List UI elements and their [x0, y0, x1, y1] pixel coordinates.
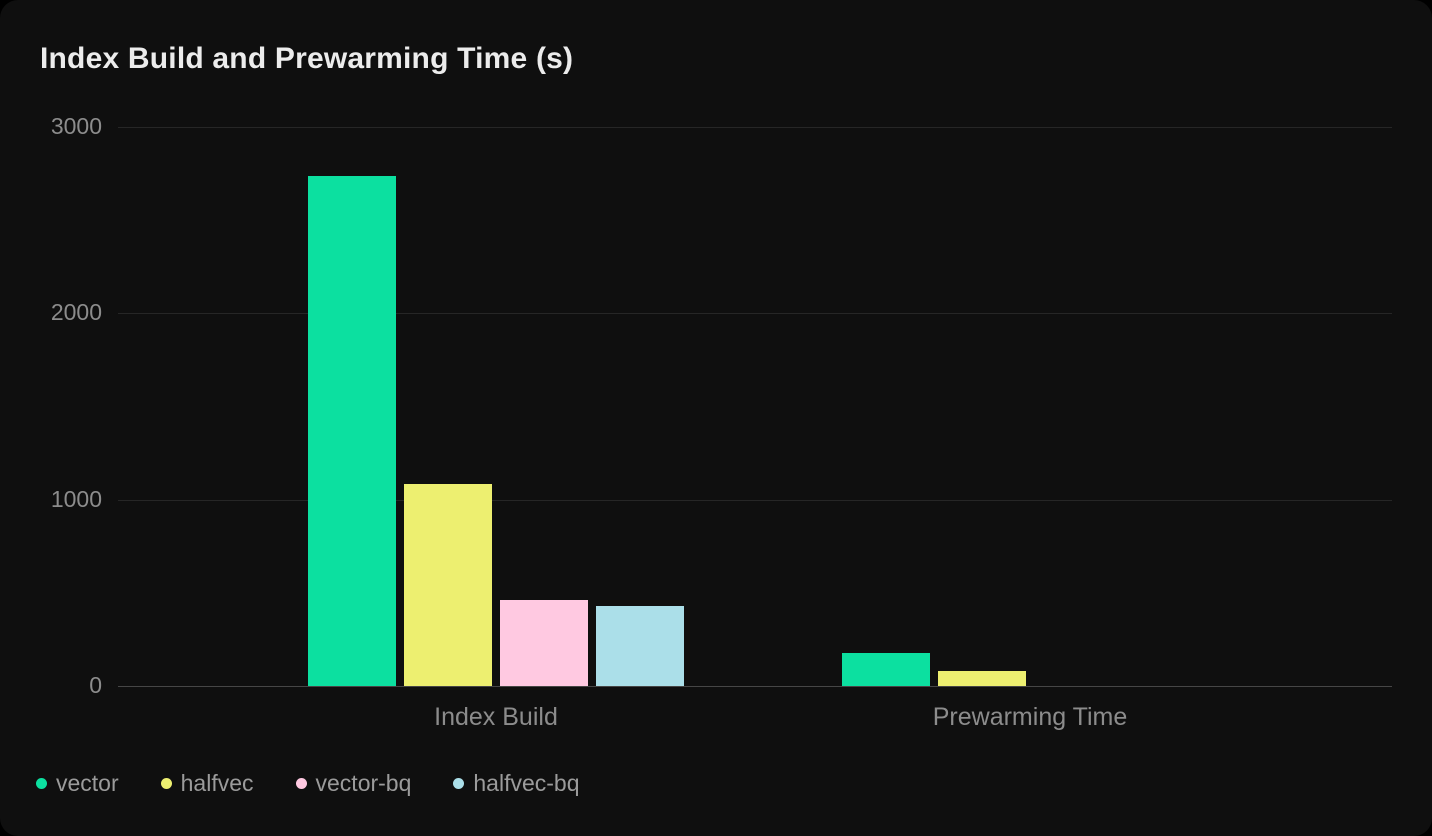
legend-dot-vector [36, 778, 47, 789]
bar-halfvec-index-build [404, 483, 492, 686]
legend-item-vector: vector [36, 770, 119, 797]
y-tick-label-3000: 3000 [50, 113, 102, 140]
bar-halfvec-bq-index-build [596, 605, 684, 686]
bar-vector-bq-index-build [500, 600, 588, 686]
gridline-3000 [118, 127, 1392, 128]
x-axis-label-prewarming-time: Prewarming Time [932, 703, 1128, 731]
plot-area: 0 1000 2000 3000 Index Build Prewarming Time [51, 115, 1392, 731]
gridline-0 [118, 686, 1392, 687]
x-axis-label-index-build: Index Build [434, 703, 558, 731]
bar-halfvec-prewarming-time [938, 671, 1026, 686]
legend-dot-halfvec-bq [453, 778, 465, 789]
bar-vector-index-build [308, 176, 396, 686]
bar-vector-prewarming-time [842, 653, 930, 686]
legend: vector halfvec vector-bq halfvec-bq [36, 770, 580, 797]
y-tick-label-1000: 1000 [50, 485, 102, 512]
legend-label-halfvec: halfvec [180, 770, 254, 796]
legend-label-vector-bq: vector-bq [315, 770, 412, 796]
gridline-2000 [118, 313, 1392, 315]
legend-dot-halfvec [160, 778, 172, 789]
legend-dot-vector-bq [295, 778, 307, 789]
legend-item-vector-bq: vector-bq [295, 770, 412, 797]
chart-title: Index Build and Prewarming Time (s) [40, 42, 574, 75]
gridline-1000 [118, 499, 1392, 501]
legend-item-halfvec-bq: halfvec-bq [453, 770, 580, 797]
legend-label-vector: vector [56, 770, 119, 796]
y-tick-label-2000: 2000 [50, 299, 102, 326]
legend-label-halfvec-bq: halfvec-bq [473, 770, 580, 796]
y-tick-label-0: 0 [89, 672, 102, 699]
legend-item-halfvec: halfvec [160, 770, 254, 797]
